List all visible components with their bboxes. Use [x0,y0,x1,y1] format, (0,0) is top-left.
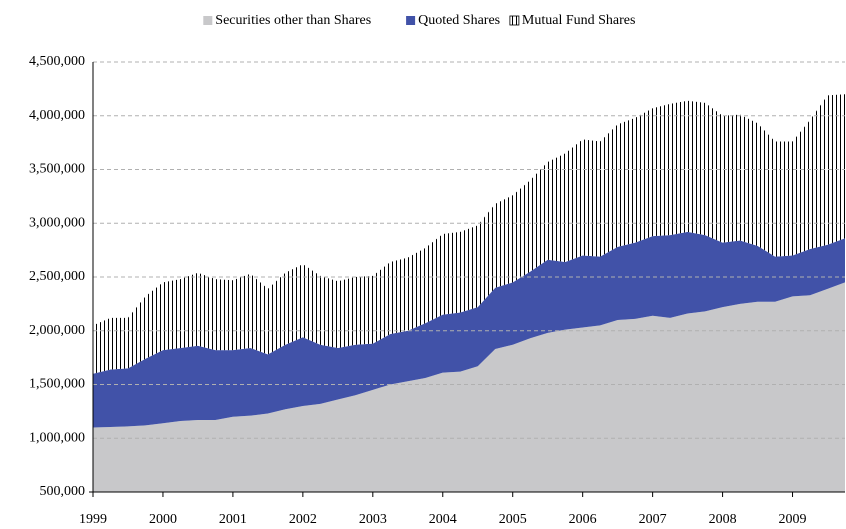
y-tick-label: 1,500,000 [29,377,85,392]
y-tick-label: 3,000,000 [29,215,85,230]
area [93,282,845,492]
area [93,94,845,374]
area [93,231,845,428]
x-tick-label: 2001 [219,512,247,527]
legend-label: Quoted Shares [418,13,500,28]
y-tick-label: 3,500,000 [29,162,85,177]
legend-label: Mutual Fund Shares [522,13,636,28]
x-tick-label: 2004 [429,512,457,527]
x-tick-label: 2008 [709,512,737,527]
y-tick-label: 4,000,000 [29,108,85,123]
x-tick-label: 2002 [289,512,317,527]
y-tick-label: 2,500,000 [29,269,85,284]
legend-swatch [509,15,520,26]
x-tick-label: 2009 [779,512,807,527]
x-tick-label: 2005 [499,512,527,527]
legend-label: Securities other than Shares [215,13,371,28]
y-tick-label: 1,000,000 [29,430,85,445]
x-tick-label: 1999 [79,512,107,527]
x-tick-label: 2007 [639,512,667,527]
legend-swatch [406,16,416,25]
x-tick-label: 2003 [359,512,387,527]
legend-swatch [203,16,213,25]
y-tick-label: 500,000 [40,484,86,499]
y-tick-label: 4,500,000 [29,54,85,69]
plot-area [93,94,845,492]
x-tick-label: 2000 [149,512,177,527]
x-tick-label: 2006 [569,512,597,527]
y-tick-label: 2,000,000 [29,323,85,338]
